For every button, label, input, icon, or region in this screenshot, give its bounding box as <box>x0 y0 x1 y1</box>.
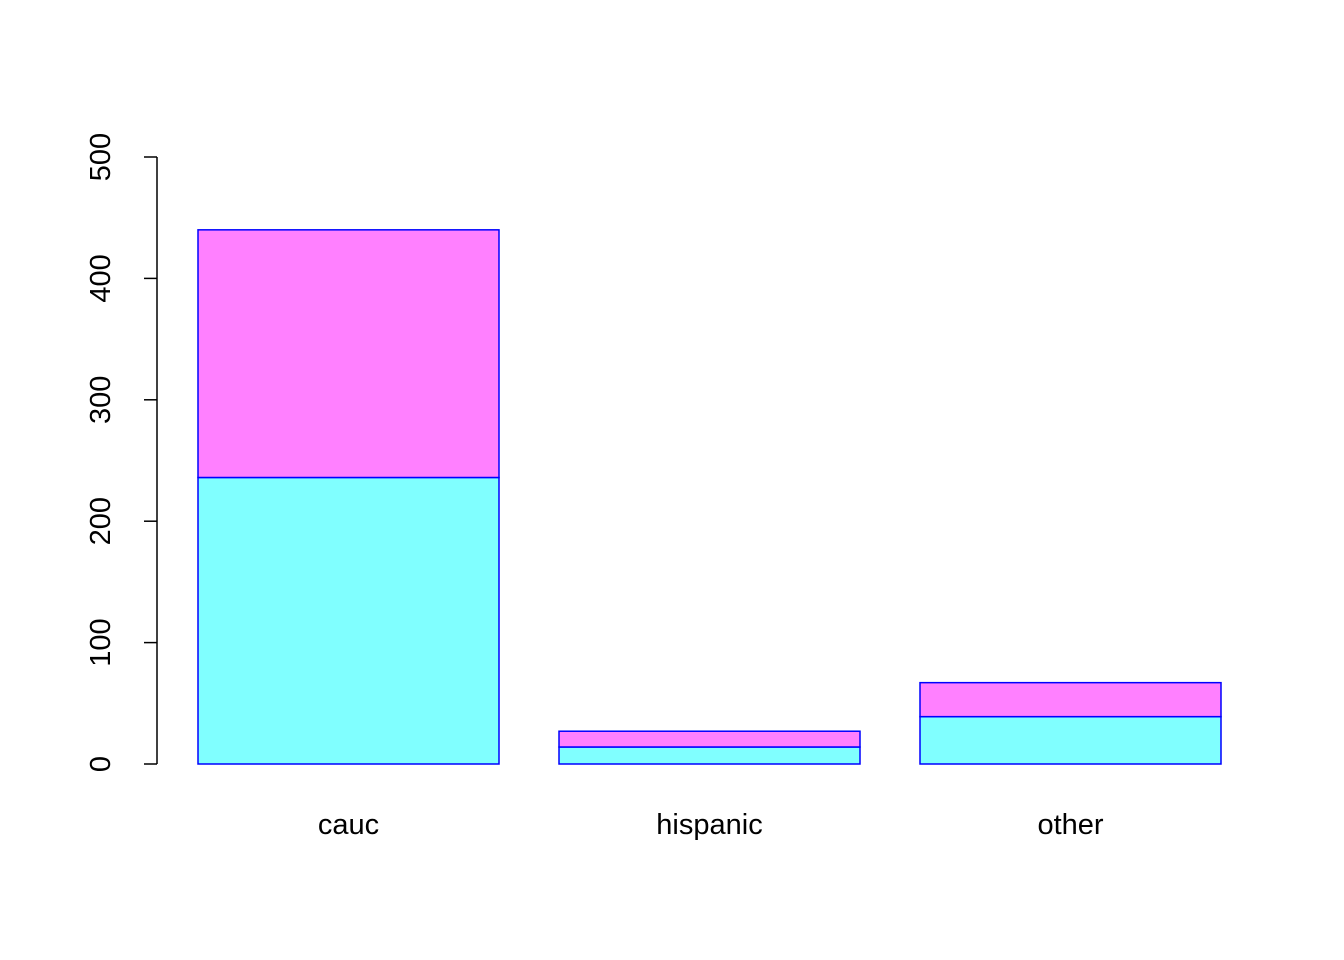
bar-segment <box>558 730 861 748</box>
y-tick-label: 0 <box>85 756 117 772</box>
y-tick-label: 500 <box>85 133 117 181</box>
y-tick-label: 200 <box>85 497 117 545</box>
x-tick-label: other <box>1037 809 1103 841</box>
x-tick-label: hispanic <box>656 809 762 841</box>
y-tick-label: 300 <box>85 376 117 424</box>
bar-segment <box>919 681 1222 718</box>
bar-segment <box>197 229 500 479</box>
bar-segment <box>197 476 500 765</box>
bar-segment <box>919 715 1222 765</box>
bar-segment <box>558 746 861 765</box>
y-tick-label: 100 <box>85 618 117 666</box>
x-tick-label: cauc <box>318 809 379 841</box>
y-tick-label: 400 <box>85 254 117 302</box>
